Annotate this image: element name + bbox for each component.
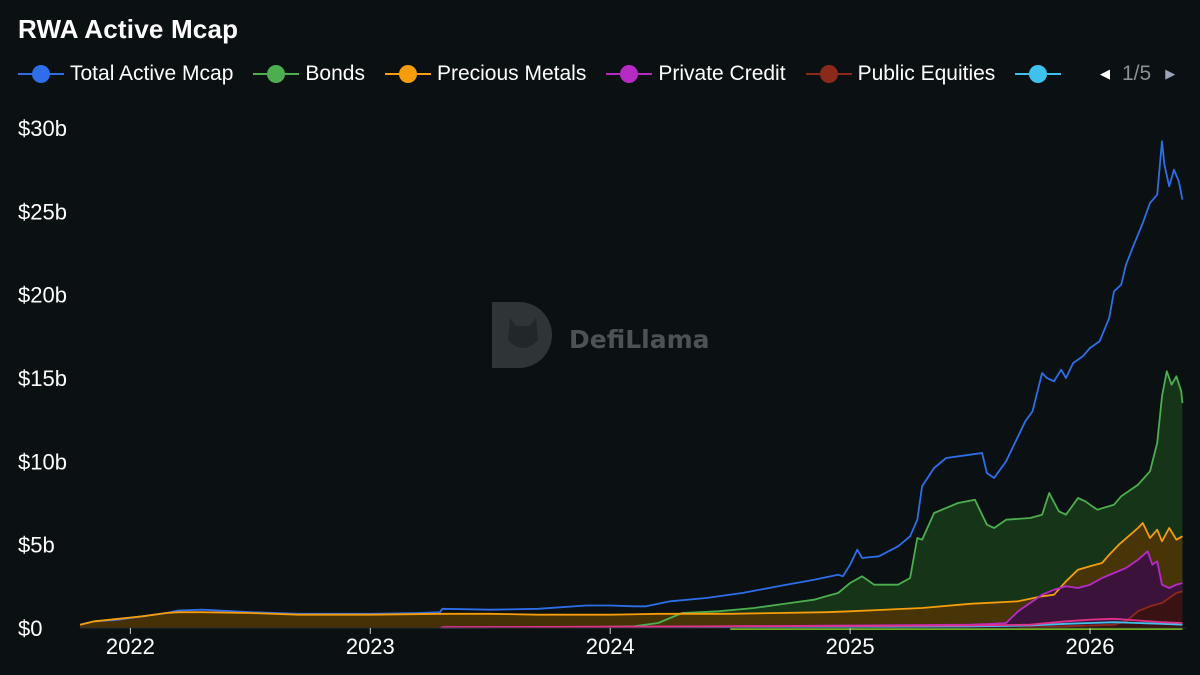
llama-logo-icon (492, 302, 552, 368)
legend-marker-icon (606, 63, 653, 85)
legend-item-truncated[interactable] (1015, 63, 1067, 85)
legend-marker-icon (805, 63, 852, 85)
x-tick-label: 2024 (586, 634, 635, 659)
y-tick-label: $25b (18, 199, 67, 224)
y-tick-label: $30b (18, 116, 67, 141)
legend-pager: ◀ 1/5 ▶ (1100, 60, 1175, 88)
legend-marker-icon (384, 63, 431, 85)
series-line-precious-metals[interactable] (79, 522, 1183, 626)
defillama-watermark: DefiLlama (492, 302, 710, 368)
x-tick-label: 2026 (1066, 634, 1115, 659)
legend-item-precious-metals[interactable]: Precious Metals (384, 62, 587, 86)
x-tick-label: 2025 (826, 634, 875, 659)
y-tick-label: $10b (18, 449, 67, 474)
legend-item-bonds[interactable]: Bonds (253, 62, 365, 86)
x-tick-label: 2023 (346, 634, 395, 659)
pager-indicator: 1/5 (1122, 62, 1152, 85)
series-line-bonds[interactable] (586, 370, 1184, 629)
pager-next-icon[interactable]: ▶ (1165, 66, 1176, 81)
legend-label: Bonds (305, 62, 365, 85)
legend-label: Precious Metals (436, 62, 587, 85)
legend-item-public-equities[interactable]: Public Equities (805, 62, 996, 86)
pager-prev-icon[interactable]: ◀ (1100, 66, 1110, 81)
series-line-public-equities[interactable] (1018, 590, 1183, 629)
chart-title: RWA Active Mcap (18, 14, 239, 44)
y-tick-label: $20b (18, 283, 67, 308)
legend-label: Private Credit (658, 62, 786, 85)
legend-marker-icon (253, 63, 300, 85)
legend-item-private-credit[interactable]: Private Credit (606, 62, 786, 86)
legend-marker-icon (18, 63, 64, 85)
legend-marker-icon (1015, 63, 1062, 85)
series-area-public-equities (1018, 591, 1183, 628)
y-tick-label: $0 (18, 616, 42, 641)
series-area-private-credit (439, 551, 1183, 628)
x-tick-label: 2022 (106, 634, 155, 659)
y-tick-label: $5b (18, 533, 55, 558)
series-area-bonds (586, 371, 1183, 628)
y-tick-label: $15b (18, 366, 67, 391)
legend: Total Active Mcap Bonds Precious Metals … (18, 60, 1067, 88)
watermark-text: DefiLlama (569, 325, 710, 354)
series-line-unnamed-6[interactable] (442, 617, 1183, 629)
series-line-total-active-mcap[interactable] (79, 140, 1184, 626)
legend-label: Public Equities (857, 62, 996, 85)
legend-item-total-active-mcap[interactable]: Total Active Mcap (18, 62, 233, 86)
legend-label: Total Active Mcap (70, 62, 234, 85)
